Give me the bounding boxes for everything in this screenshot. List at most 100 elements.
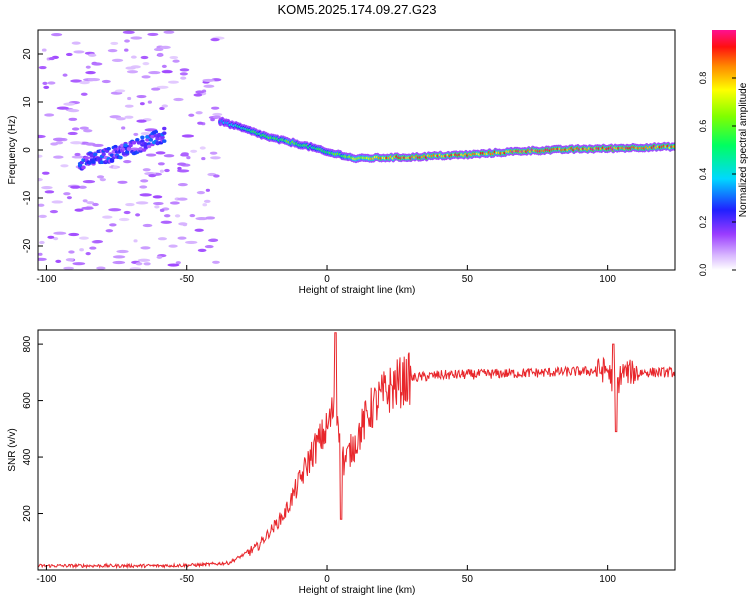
heatmap-cell: [70, 79, 83, 83]
heatmap-cell: [164, 168, 170, 173]
heatmap-cell: [185, 240, 198, 245]
heatmap-cell: [74, 152, 81, 157]
colorbar-tick-label: 0.8: [698, 72, 708, 85]
heatmap-cell: [81, 165, 86, 170]
heatmap-cell: [135, 213, 141, 217]
heatmap-cell: [70, 185, 81, 189]
heatmap-cell: [204, 244, 214, 249]
heatmap-cell: [148, 70, 161, 75]
heatmap-cell: [205, 188, 211, 192]
heatmap-cell: [71, 127, 80, 131]
heatmap-cell: [121, 151, 127, 156]
heatmap-cell: [38, 252, 43, 256]
heatmap-cell: [80, 92, 88, 96]
heatmap-cell: [106, 146, 111, 151]
heatmap-cell: [101, 152, 106, 157]
heatmap-cell: [42, 81, 48, 85]
heatmap-cell: [141, 75, 151, 79]
heatmap-cell: [67, 109, 80, 113]
heatmap-cell: [161, 64, 167, 68]
heatmap-cell: [44, 190, 55, 194]
heatmap-cell: [139, 102, 145, 106]
spectrogram-ytick-label: 10: [22, 96, 33, 108]
heatmap-cell: [79, 81, 90, 85]
heatmap-cell: [210, 118, 215, 122]
heatmap-cell: [124, 39, 130, 43]
heatmap-cell: [131, 140, 137, 145]
heatmap-cell: [124, 104, 134, 108]
heatmap-cell: [63, 192, 71, 196]
heatmap-cell: [167, 80, 179, 84]
spectrogram-xtick-label: -100: [36, 274, 56, 285]
heatmap-cell: [177, 162, 187, 166]
heatmap-cell: [115, 117, 126, 121]
heatmap-cell: [38, 203, 45, 207]
heatmap-cell: [209, 151, 218, 155]
heatmap-cell: [195, 90, 205, 94]
heatmap-cell: [124, 48, 129, 52]
heatmap-cell: [92, 202, 99, 207]
heatmap-cell: [63, 102, 76, 106]
heatmap-cell: [180, 76, 187, 80]
figure-title: KOM5.2025.174.09.27.G23: [277, 2, 436, 17]
heatmap-cell: [147, 100, 152, 104]
heatmap-cell: [155, 141, 160, 145]
heatmap-cell: [53, 155, 64, 159]
heatmap-cell: [82, 199, 88, 203]
heatmap-cell: [70, 141, 83, 145]
heatmap-cell: [107, 48, 118, 53]
heatmap-cell: [83, 129, 93, 133]
spectrogram-xtick-label: 50: [462, 274, 474, 285]
heatmap-cell: [41, 171, 50, 175]
heatmap-cell: [81, 206, 94, 210]
heatmap-cell: [84, 156, 90, 160]
heatmap-cell: [139, 193, 152, 197]
heatmap-cell: [672, 145, 675, 148]
heatmap-cell: [130, 55, 137, 59]
colorbar-tick-label: 0.2: [698, 216, 708, 229]
heatmap-cell: [112, 165, 118, 170]
heatmap-cell: [109, 159, 115, 163]
heatmap-cell: [147, 32, 159, 37]
heatmap-cell: [53, 231, 67, 235]
heatmap-cell: [78, 236, 89, 240]
spectrogram-ytick-label: 20: [22, 48, 33, 60]
heatmap-cell: [156, 255, 163, 259]
heatmap-cell: [161, 104, 168, 108]
heatmap-cell: [162, 126, 167, 131]
heatmap-cell: [199, 146, 206, 150]
heatmap-cell: [190, 149, 198, 153]
heatmap-cell: [210, 156, 221, 160]
heatmap-cell: [47, 235, 55, 239]
colorbar-gradient: [712, 30, 736, 270]
heatmap-cell: [110, 41, 119, 46]
colorbar-tick-label: 0.0: [698, 264, 708, 277]
heatmap-cell: [112, 255, 126, 259]
heatmap-cell: [182, 223, 188, 227]
heatmap-cell: [96, 175, 105, 179]
heatmap-cell: [197, 121, 204, 125]
heatmap-cell: [39, 240, 45, 245]
heatmap-cell: [203, 199, 211, 203]
heatmap-cell: [125, 150, 130, 154]
heatmap-cell: [55, 259, 62, 263]
heatmap-cell: [91, 160, 96, 164]
heatmap-cell: [86, 201, 95, 205]
heatmap-cell: [72, 262, 86, 266]
spectrogram-xtick-label: 0: [324, 274, 330, 285]
snr-xtick-label: 50: [462, 574, 474, 585]
heatmap-cell: [163, 30, 175, 34]
heatmap-cell: [136, 140, 142, 145]
heatmap-cell: [167, 263, 180, 267]
heatmap-cell: [108, 208, 122, 212]
heatmap-cell: [51, 200, 64, 204]
heatmap-cell: [163, 214, 171, 218]
heatmap-cell: [78, 185, 87, 189]
heatmap-cell: [38, 154, 43, 158]
heatmap-cell: [137, 258, 151, 262]
heatmap-cell: [127, 96, 132, 101]
heatmap-cell: [71, 155, 85, 159]
heatmap-cell: [123, 160, 132, 164]
heatmap-cell: [160, 135, 165, 140]
